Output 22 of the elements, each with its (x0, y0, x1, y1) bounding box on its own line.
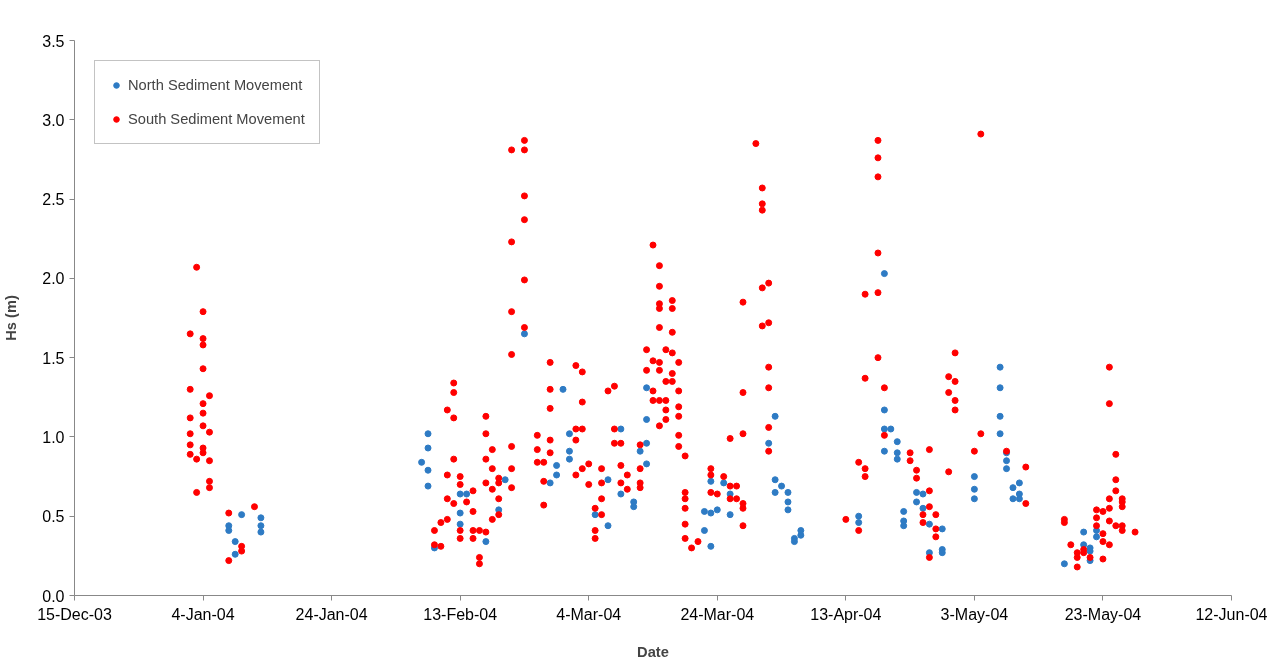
x-tick-label: 24-Mar-04 (680, 605, 755, 623)
x-tick-label: 4-Jan-04 (171, 605, 235, 623)
y-tick-label: 0.0 (42, 587, 65, 605)
y-tick-label: 3.5 (42, 32, 65, 50)
x-tick-label: 13-Apr-04 (810, 605, 882, 623)
x-tick-label: 4-Mar-04 (556, 605, 622, 623)
x-tick-label: 15-Dec-03 (37, 605, 112, 623)
y-tick-label: 2.0 (42, 270, 65, 288)
y-tick-label: 1.0 (42, 428, 65, 446)
x-tick-label: 3-May-04 (940, 605, 1009, 623)
y-tick-label: 2.5 (42, 191, 65, 209)
x-tick-label: 12-Jun-04 (1195, 605, 1268, 623)
legend-label: North Sediment Movement (128, 77, 303, 93)
y-axis-title: Hs (m) (3, 295, 20, 341)
x-tick-label: 24-Jan-04 (295, 605, 368, 623)
x-tick-label: 13-Feb-04 (423, 605, 498, 623)
x-axis-title: Date (637, 643, 669, 660)
legend-label: South Sediment Movement (128, 111, 305, 127)
x-tick-label: 23-May-04 (1064, 605, 1142, 623)
y-tick-label: 1.5 (42, 349, 65, 367)
y-tick-label: 3.0 (42, 111, 65, 129)
y-tick-label: 0.5 (42, 508, 65, 526)
